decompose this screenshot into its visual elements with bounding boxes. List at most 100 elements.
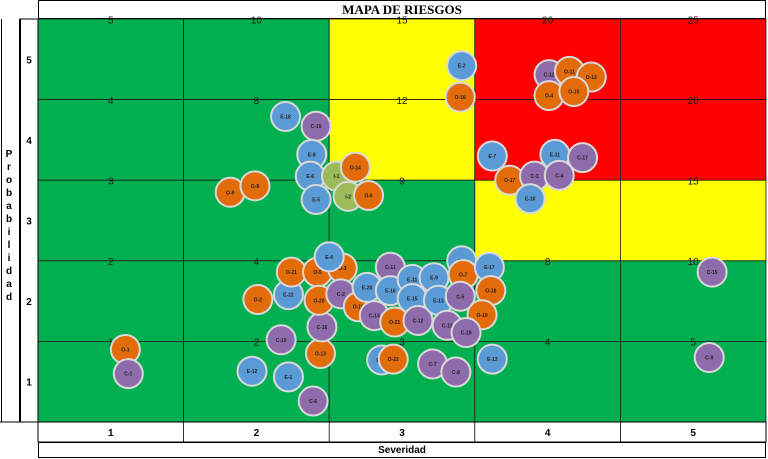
matrix-cell [620, 179, 767, 262]
risk-point-label: O-21 [389, 320, 400, 326]
risk-point-label: C-1 [124, 372, 132, 378]
cell-value-label: 10 [251, 15, 263, 26]
cell-value-label: 3 [399, 338, 405, 349]
matrix-cell [183, 18, 330, 100]
risk-point-label: E-20 [362, 285, 373, 291]
risk-point-label: O-18 [485, 289, 496, 295]
risk-point [297, 385, 329, 417]
risk-point [514, 183, 546, 215]
cell-value-label: 10 [688, 257, 700, 268]
risk-point [270, 101, 302, 133]
risk-point [339, 151, 371, 183]
y-axis-label-letter: P [5, 149, 13, 160]
x-tick-label: 4 [545, 428, 551, 439]
cell-value-label: 15 [396, 15, 408, 26]
cell-value-label: 9 [399, 177, 405, 188]
risk-point-label: C-10 [276, 338, 287, 344]
risk-point-label: E-1 [285, 375, 293, 381]
chart-title: MAPA DE RIESGOS [38, 0, 766, 19]
cell-value-label: 25 [688, 15, 700, 26]
risk-point-label: C-17 [577, 156, 588, 162]
risk-point-label: E-22 [283, 293, 294, 299]
risk-point-label: O-7 [459, 273, 468, 279]
risk-point-label: E-6 [306, 174, 314, 180]
x-tick-label: 5 [690, 428, 696, 439]
risk-point [353, 180, 385, 212]
risk-point-label: O-15 [568, 90, 579, 96]
cell-value-label: 5 [690, 338, 696, 349]
risk-point [300, 184, 332, 216]
risk-point-label: O-14 [350, 165, 361, 171]
y-axis-label-letter: d [5, 292, 13, 303]
risk-point-label: O-9 [226, 190, 235, 196]
risk-point-label: C-11 [385, 265, 396, 271]
risk-point [567, 142, 599, 174]
risk-point-label: O-22 [388, 357, 399, 363]
matrix-cell [620, 260, 767, 342]
risk-point [696, 256, 728, 288]
cell-value-label: 20 [688, 96, 700, 107]
risk-point-label: E-10 [525, 197, 536, 203]
risk-point-label: O-3 [338, 266, 347, 272]
risk-point-label: O-19 [477, 313, 488, 319]
risk-point-label: E-11 [407, 277, 418, 283]
risk-point-label: C-9 [705, 356, 713, 362]
risk-point [450, 317, 482, 349]
risk-point-label: O-6 [364, 194, 373, 200]
risk-point-label: C-15 [311, 124, 322, 130]
y-tick-label: 3 [26, 217, 32, 228]
risk-point [377, 343, 409, 375]
risk-point-label: E-12 [247, 369, 258, 375]
risk-point-label: E-5 [312, 198, 320, 204]
matrix-cell [620, 340, 767, 423]
risk-point-label: O-16 [455, 95, 466, 101]
y-axis-label-letter: i [7, 253, 11, 264]
risk-point-label: E-16 [385, 289, 396, 295]
risk-point-label: O-12 [586, 75, 597, 81]
risk-point-label: O-11 [564, 69, 575, 75]
matrix-cell [620, 18, 767, 100]
cell-value-label: 2 [108, 257, 114, 268]
y-axis-label-letter: d [5, 266, 13, 277]
risk-point-label: C-13 [442, 323, 453, 329]
risk-point [239, 170, 271, 202]
y-axis-label-letter: a [6, 279, 12, 290]
risk-point-label: C-2 [337, 292, 345, 298]
risk-point [242, 283, 274, 315]
risk-point-label: C-3 [530, 174, 538, 180]
cell-value-label: 2 [254, 338, 260, 349]
matrix-cell [474, 179, 621, 262]
matrix-cell [37, 18, 185, 100]
risk-point [558, 76, 590, 108]
y-tick-label: 5 [26, 55, 32, 66]
risk-point [265, 324, 297, 356]
risk-point-label: O-4 [545, 94, 554, 100]
risk-point-label: O-1 [121, 347, 130, 353]
x-tick-label: 1 [108, 428, 114, 439]
risk-point-label: C-4 [555, 173, 563, 179]
risk-point-label: E-15 [407, 297, 418, 303]
risk-point-label: O-21 [286, 270, 297, 276]
cell-value-label: 1 [108, 338, 114, 349]
risk-point-label: E-2 [458, 64, 466, 70]
y-axis-label-letter: i [7, 227, 11, 238]
risk-point-label: E-8 [308, 152, 316, 158]
cell-value-label: 8 [254, 96, 260, 107]
risk-point-label: C-19 [461, 331, 472, 337]
cell-value-label: 5 [108, 15, 114, 26]
x-axis-label: Severidad [38, 442, 766, 458]
matrix-cell [37, 260, 185, 342]
risk-point-label: O-8 [251, 184, 260, 190]
risk-point-label: O-17 [504, 178, 515, 184]
risk-point [272, 361, 304, 393]
matrix-cell [37, 99, 185, 181]
matrix-cell [37, 340, 185, 423]
cell-value-label: 4 [108, 96, 114, 107]
risk-point [313, 241, 345, 273]
y-tick-label: 2 [26, 297, 32, 308]
risk-point-label: E-9 [430, 276, 438, 282]
y-axis-label-letter: l [7, 240, 11, 251]
y-axis-label-letter: r [7, 162, 11, 173]
